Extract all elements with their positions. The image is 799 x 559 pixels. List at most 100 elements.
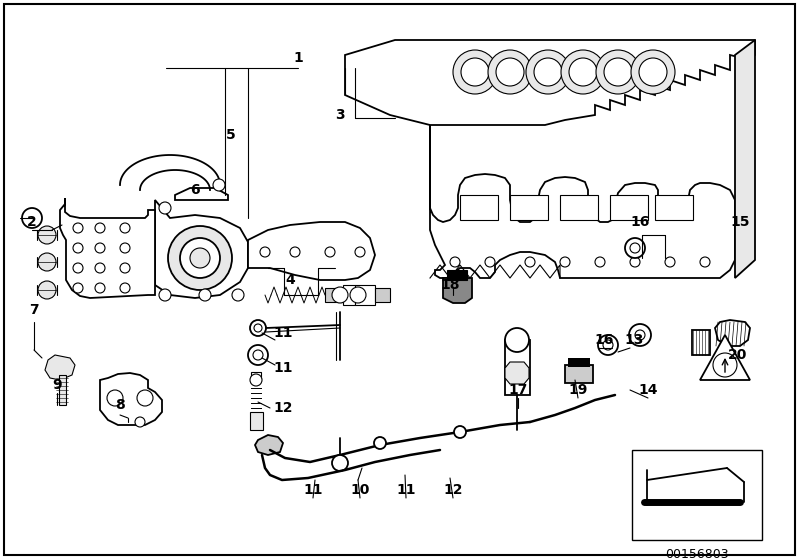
Circle shape <box>635 330 645 340</box>
Polygon shape <box>45 355 75 380</box>
Circle shape <box>248 345 268 365</box>
Text: 11: 11 <box>273 361 292 375</box>
Polygon shape <box>345 40 755 125</box>
Text: 16: 16 <box>594 333 614 347</box>
Text: 8: 8 <box>115 398 125 412</box>
Circle shape <box>350 287 366 303</box>
Bar <box>375 288 390 302</box>
Circle shape <box>232 289 244 301</box>
Text: 13: 13 <box>624 333 644 347</box>
Circle shape <box>168 226 232 290</box>
Text: 11: 11 <box>396 483 415 497</box>
Text: 15: 15 <box>730 215 749 229</box>
Circle shape <box>525 257 535 267</box>
Circle shape <box>700 257 710 267</box>
Bar <box>250 412 263 430</box>
Circle shape <box>595 257 605 267</box>
Text: 17: 17 <box>508 383 527 397</box>
Circle shape <box>569 58 597 86</box>
Circle shape <box>22 208 42 228</box>
Bar <box>325 288 343 302</box>
Polygon shape <box>430 125 735 278</box>
Text: 12: 12 <box>443 483 463 497</box>
Circle shape <box>120 263 130 273</box>
Circle shape <box>625 238 645 258</box>
Circle shape <box>95 283 105 293</box>
Bar <box>565 365 593 383</box>
Polygon shape <box>715 320 750 346</box>
Circle shape <box>95 263 105 273</box>
Circle shape <box>213 179 225 191</box>
Bar <box>568 358 590 367</box>
Text: 00156803: 00156803 <box>666 547 729 559</box>
Circle shape <box>526 50 570 94</box>
Circle shape <box>290 247 300 257</box>
Bar <box>59 375 66 405</box>
Circle shape <box>604 58 632 86</box>
Circle shape <box>95 223 105 233</box>
Circle shape <box>630 243 640 253</box>
Circle shape <box>260 247 270 257</box>
Bar <box>460 195 498 220</box>
Text: 11: 11 <box>304 483 323 497</box>
Text: 12: 12 <box>273 401 292 415</box>
Circle shape <box>505 328 529 352</box>
Polygon shape <box>60 198 155 298</box>
Circle shape <box>38 281 56 299</box>
Circle shape <box>73 243 83 253</box>
Circle shape <box>180 238 220 278</box>
Text: 20: 20 <box>729 348 748 362</box>
Circle shape <box>534 58 562 86</box>
Bar <box>655 195 693 220</box>
Bar <box>692 330 710 355</box>
Circle shape <box>38 226 56 244</box>
Circle shape <box>374 437 386 449</box>
Circle shape <box>450 257 460 267</box>
Bar <box>251 372 261 380</box>
Circle shape <box>190 248 210 268</box>
Bar <box>632 450 762 540</box>
Circle shape <box>159 202 171 214</box>
Polygon shape <box>443 278 472 303</box>
Circle shape <box>254 324 262 332</box>
Polygon shape <box>155 200 248 298</box>
Circle shape <box>488 50 532 94</box>
Bar <box>610 195 648 220</box>
Circle shape <box>107 390 123 406</box>
Bar <box>560 195 598 220</box>
Bar <box>355 285 375 305</box>
Bar <box>510 195 548 220</box>
Text: 4: 4 <box>285 273 295 287</box>
Circle shape <box>355 247 365 257</box>
Circle shape <box>453 50 497 94</box>
Text: 14: 14 <box>638 383 658 397</box>
Circle shape <box>120 243 130 253</box>
Text: 9: 9 <box>52 378 62 392</box>
Circle shape <box>95 243 105 253</box>
Polygon shape <box>505 362 529 384</box>
Polygon shape <box>248 222 375 280</box>
Circle shape <box>560 257 570 267</box>
Circle shape <box>332 455 348 471</box>
Circle shape <box>596 50 640 94</box>
Circle shape <box>159 289 171 301</box>
Text: 6: 6 <box>190 183 200 197</box>
Circle shape <box>630 257 640 267</box>
Circle shape <box>137 390 153 406</box>
Circle shape <box>639 58 667 86</box>
Circle shape <box>561 50 605 94</box>
Circle shape <box>496 58 524 86</box>
Text: 1: 1 <box>293 51 303 65</box>
Circle shape <box>135 417 145 427</box>
Circle shape <box>332 287 348 303</box>
Text: 19: 19 <box>568 383 588 397</box>
Text: 3: 3 <box>336 108 345 122</box>
Circle shape <box>629 324 651 346</box>
Polygon shape <box>100 373 162 425</box>
Circle shape <box>253 350 263 360</box>
Circle shape <box>38 253 56 271</box>
Polygon shape <box>735 40 755 278</box>
Text: 10: 10 <box>350 483 370 497</box>
Text: 18: 18 <box>440 278 459 292</box>
Text: 11: 11 <box>273 326 292 340</box>
